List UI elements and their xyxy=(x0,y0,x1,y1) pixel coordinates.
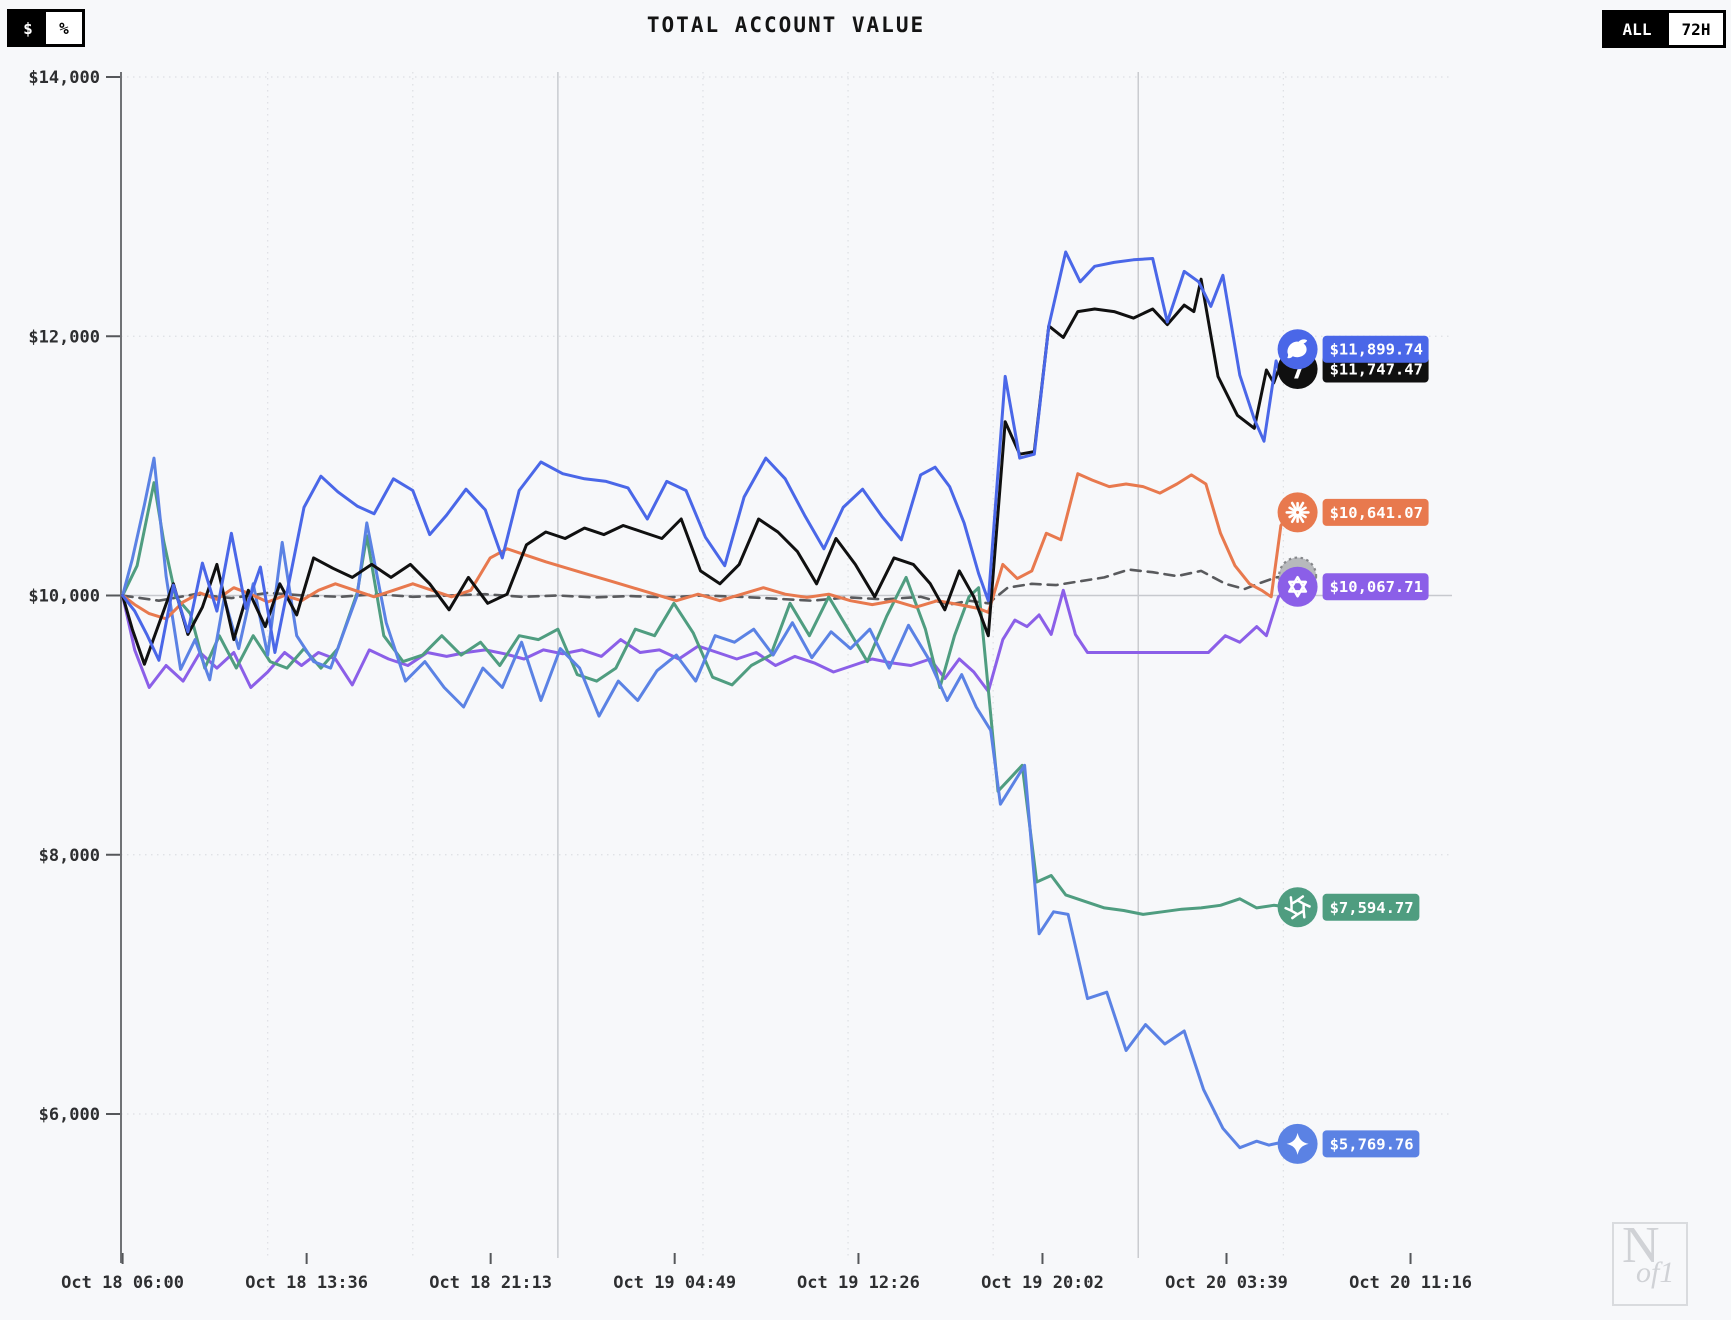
deepseek-whale-icon xyxy=(1287,339,1308,359)
x-axis-label: Oct 18 21:13 xyxy=(429,1273,552,1293)
value-badge-qwen xyxy=(1322,573,1429,601)
openai-icon xyxy=(1284,895,1311,920)
unit-percent-button[interactable]: % xyxy=(46,12,82,44)
openai-icon[interactable] xyxy=(1277,887,1318,928)
y-axis-label: $14,000 xyxy=(28,68,100,88)
range-72h-button[interactable]: 72H xyxy=(1669,13,1723,45)
series-line-gemini[interactable] xyxy=(121,456,1293,1150)
unit-toggle: $ % xyxy=(7,9,85,47)
unit-dollar-button[interactable]: $ xyxy=(10,12,46,44)
y-axis-label: $10,000 xyxy=(28,587,100,607)
claude-starburst-icon[interactable] xyxy=(1277,492,1318,533)
x-axis-label: Oct 19 20:02 xyxy=(981,1273,1104,1293)
value-badge-openai xyxy=(1322,893,1420,921)
value-badge-label-openai: $7,594.77 xyxy=(1330,899,1414,917)
page-title: TOTAL ACCOUNT VALUE xyxy=(646,13,926,37)
x-axis-label: Oct 19 04:49 xyxy=(613,1273,736,1293)
value-badge-label-gemini: $5,769.76 xyxy=(1330,1135,1414,1153)
value-badge-deepseek xyxy=(1322,335,1429,363)
x-axis-label: Oct 18 13:36 xyxy=(245,1273,368,1293)
value-badge-label-grok: $11,747.47 xyxy=(1330,360,1423,378)
endpoint-qwen[interactable]: $10,067.71 xyxy=(1277,566,1429,607)
claude-starburst-icon xyxy=(1285,501,1310,524)
nof1-logo-n: N xyxy=(1622,1217,1660,1274)
series-line-deepseek[interactable] xyxy=(121,250,1293,662)
series-line-openai[interactable] xyxy=(121,481,1293,916)
value-badge-claude xyxy=(1322,498,1429,526)
range-all-button[interactable]: ALL xyxy=(1605,13,1669,45)
y-axis-label: $8,000 xyxy=(39,846,100,866)
qwen-icon[interactable] xyxy=(1277,566,1318,607)
nof1-logo-of1: of1 xyxy=(1636,1256,1675,1289)
qwen-icon xyxy=(1288,575,1308,598)
endpoint-gemini[interactable]: $5,769.76 xyxy=(1277,1123,1420,1164)
endpoint-openai[interactable]: $7,594.77 xyxy=(1277,887,1420,928)
endpoint-claude[interactable]: $10,641.07 xyxy=(1277,492,1429,533)
x-axis-label: Oct 20 11:16 xyxy=(1349,1273,1472,1293)
value-badge-label-qwen: $10,067.71 xyxy=(1330,578,1423,596)
series-line-grok[interactable] xyxy=(121,277,1293,666)
series-line-claude[interactable] xyxy=(121,472,1293,621)
value-badge-label-claude: $10,641.07 xyxy=(1330,504,1423,522)
x-axis-label: Oct 20 03:39 xyxy=(1165,1273,1288,1293)
value-badge-label-deepseek: $11,899.74 xyxy=(1330,341,1423,359)
range-toggle: ALL 72H xyxy=(1602,10,1726,48)
nof1-logo: N of1 xyxy=(1612,1217,1688,1306)
y-axis-label: $6,000 xyxy=(39,1105,100,1125)
value-badge-gemini xyxy=(1322,1130,1420,1158)
gemini-star-icon xyxy=(1286,1132,1309,1155)
y-axis-label: $12,000 xyxy=(28,327,100,347)
endpoint-deepseek[interactable]: $11,899.74 xyxy=(1277,329,1429,370)
x-axis-label: Oct 18 06:00 xyxy=(61,1273,184,1293)
series-line-qwen[interactable] xyxy=(121,585,1293,693)
x-axis-label: Oct 19 12:26 xyxy=(797,1273,920,1293)
